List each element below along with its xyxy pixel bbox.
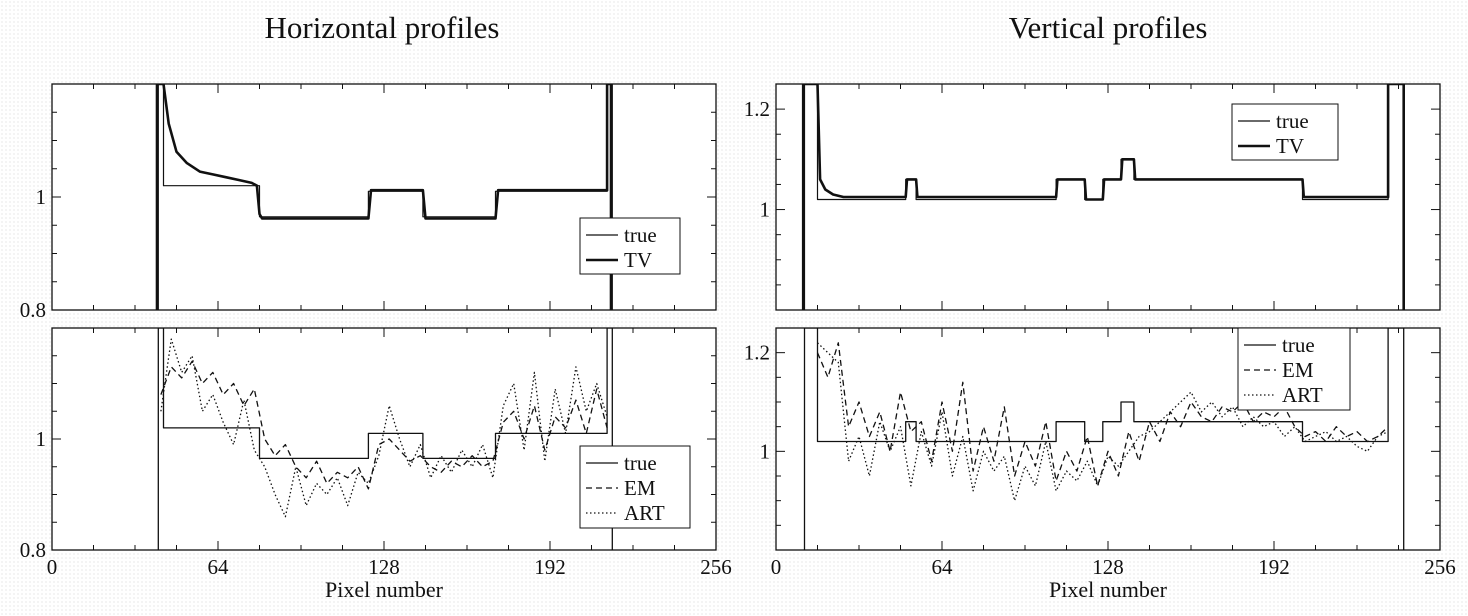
x-tick-label: 0 [47, 555, 58, 579]
y-tick-label: 1 [36, 185, 47, 209]
y-tick-label: 1.2 [744, 97, 770, 121]
legend-label-tv: TV [624, 248, 652, 272]
legend-box [579, 445, 691, 529]
series-line-true [803, 328, 1405, 550]
x-tick-label: 256 [1424, 555, 1456, 579]
legend-label-true: true [1282, 333, 1315, 357]
legend-label-tv: TV [1276, 134, 1304, 158]
y-tick-label: 1 [760, 439, 771, 463]
x-axis-label: Pixel number [325, 577, 444, 602]
series-line-em [816, 342, 1389, 487]
legend-label-em: EM [624, 476, 656, 500]
series-line-tv [155, 84, 613, 310]
y-tick-label: 1 [36, 427, 47, 451]
y-tick-label: 1.2 [744, 341, 770, 365]
x-tick-label: 128 [368, 555, 400, 579]
legend-label-true: true [1276, 109, 1309, 133]
legend-box [1231, 103, 1339, 161]
x-tick-label: 64 [932, 555, 954, 579]
x-tick-label: 192 [534, 555, 566, 579]
series-line-tv [801, 84, 1405, 310]
x-tick-label: 64 [208, 555, 230, 579]
x-axis-label: Pixel number [1049, 577, 1168, 602]
series-line-true [157, 328, 613, 550]
chart-title-horizontal: Horizontal profiles [264, 10, 499, 45]
chart-title-vertical: Vertical profiles [1009, 10, 1208, 45]
legend-label-em: EM [1282, 358, 1314, 382]
x-tick-label: 192 [1258, 555, 1290, 579]
legend-box [1237, 327, 1351, 411]
legend-label-true: true [624, 451, 657, 475]
series-line-em [160, 360, 608, 490]
x-tick-label: 128 [1092, 555, 1124, 579]
legend-label-art: ART [624, 501, 665, 525]
x-tick-label: 256 [700, 555, 732, 579]
y-tick-label: 0.8 [20, 298, 46, 322]
plot-area [52, 84, 716, 310]
legend-label-true: true [624, 223, 657, 247]
x-tick-label: 0 [771, 555, 782, 579]
y-tick-label: 0.8 [20, 538, 46, 562]
legend-label-art: ART [1282, 383, 1323, 407]
y-tick-label: 1 [760, 198, 771, 222]
series-line-art [160, 338, 608, 518]
legend-box [579, 217, 681, 275]
